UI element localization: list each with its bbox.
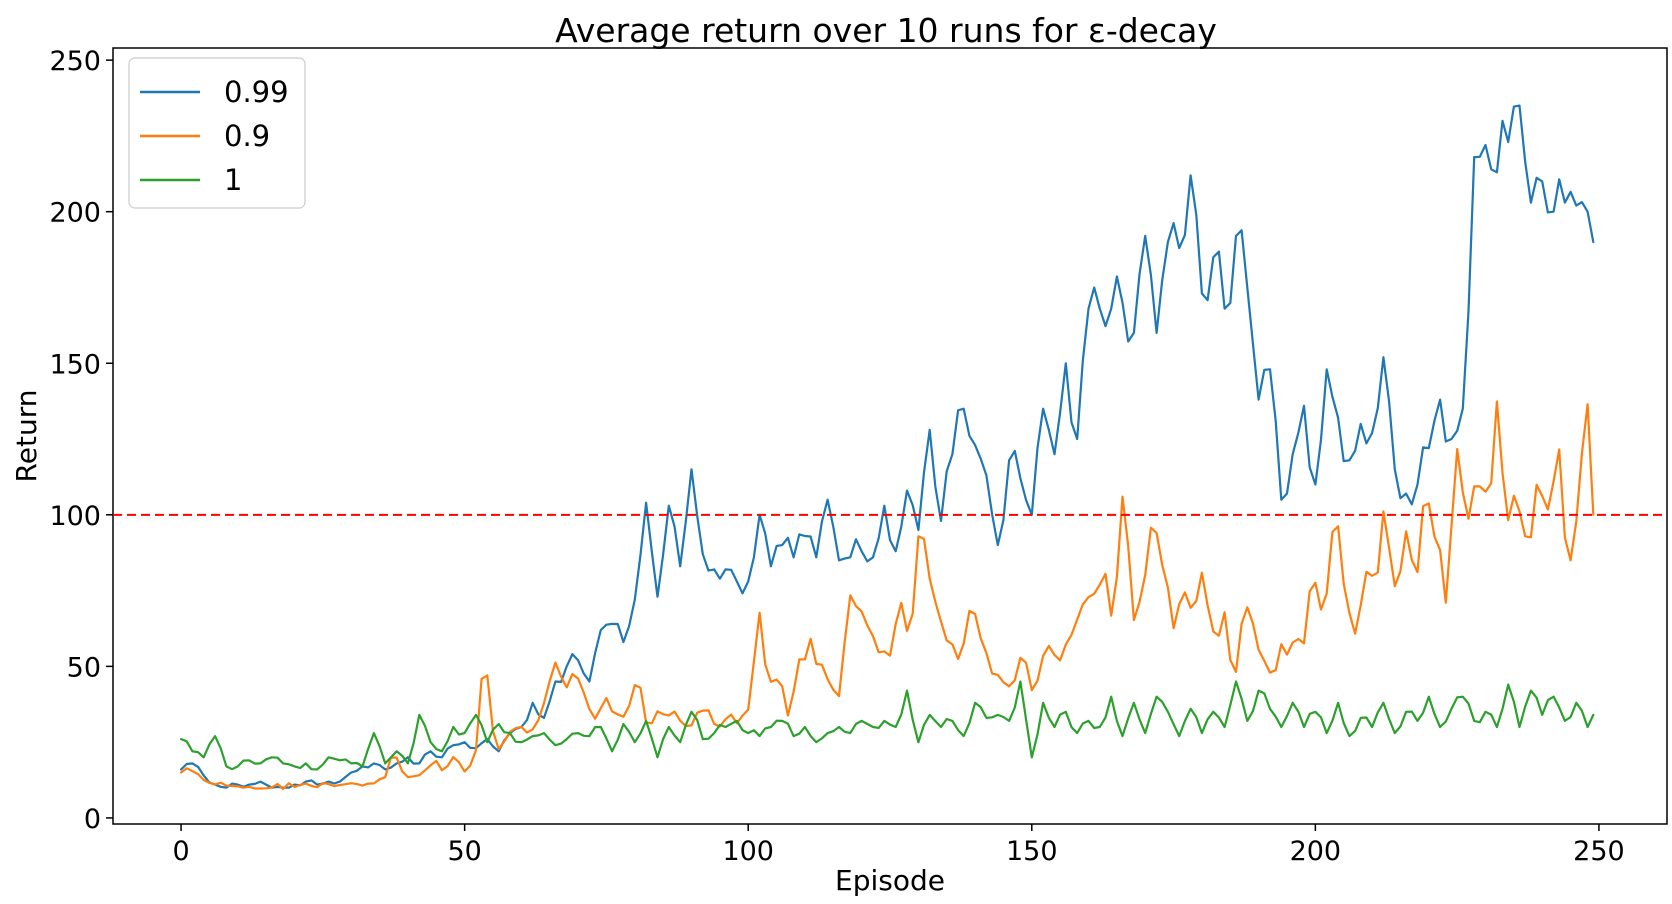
x-tick-label: 150 — [1006, 836, 1058, 867]
legend-label-0.99: 0.99 — [224, 75, 289, 109]
y-axis-title: Return — [10, 390, 43, 483]
plot-area — [112, 47, 1668, 825]
y-tick-label: 250 — [49, 46, 101, 77]
y-tick-label: 0 — [84, 804, 101, 835]
series-line-1 — [180, 680, 1595, 771]
y-tick-label: 200 — [49, 198, 101, 229]
chart-title: Average return over 10 runs for ε-decay — [555, 11, 1217, 50]
y-tick-label: 100 — [49, 501, 101, 532]
x-tick-label: 0 — [172, 836, 189, 867]
legend-label-1: 1 — [224, 163, 242, 197]
x-tick-label: 100 — [722, 836, 774, 867]
series-layer — [180, 104, 1595, 791]
y-tick-label: 50 — [67, 652, 101, 683]
y-tick-label: 150 — [49, 349, 101, 380]
x-tick-label: 250 — [1573, 836, 1625, 867]
x-axis: 0 50 100 150 200 250 — [172, 824, 1625, 867]
legend: 0.99 0.9 1 — [128, 57, 306, 209]
x-axis-title: Episode — [835, 864, 945, 897]
series-line-0.9 — [180, 400, 1595, 791]
legend-label-0.9: 0.9 — [224, 119, 270, 153]
legend-box — [128, 57, 306, 209]
y-axis: 0 50 100 150 200 250 — [49, 46, 113, 835]
series-line-0.99 — [180, 104, 1595, 789]
x-tick-label: 50 — [447, 836, 481, 867]
x-tick-label: 200 — [1290, 836, 1342, 867]
plot-frame — [112, 47, 1668, 825]
